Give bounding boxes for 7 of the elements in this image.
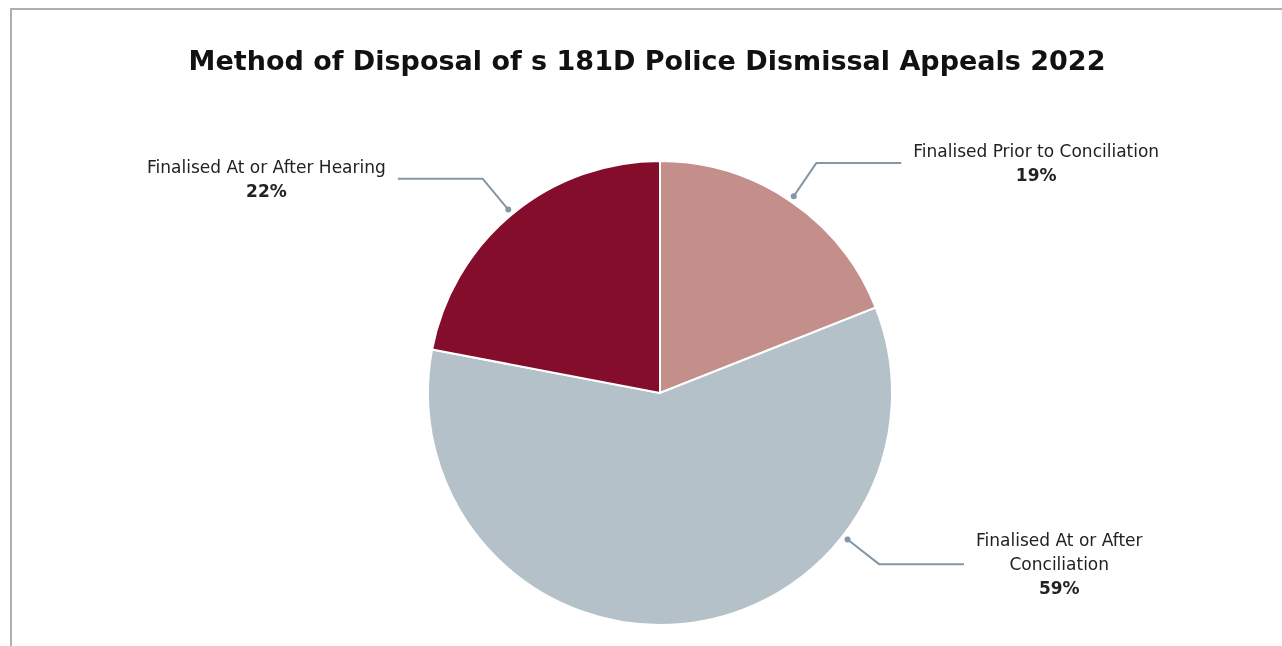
- data-label: 19%: [1015, 165, 1057, 186]
- slice-label: Finalised At or After Conciliation: [976, 530, 1143, 575]
- slice-label: Finalised At or After Hearing: [147, 156, 386, 177]
- data-label: 22%: [246, 180, 287, 201]
- slice-label: Finalised Prior to Conciliation: [913, 141, 1160, 162]
- data-label: 59%: [1038, 578, 1080, 599]
- chart-title: Method of Disposal of s 181D Police Dismissal Appeals 2022: [187, 43, 1107, 78]
